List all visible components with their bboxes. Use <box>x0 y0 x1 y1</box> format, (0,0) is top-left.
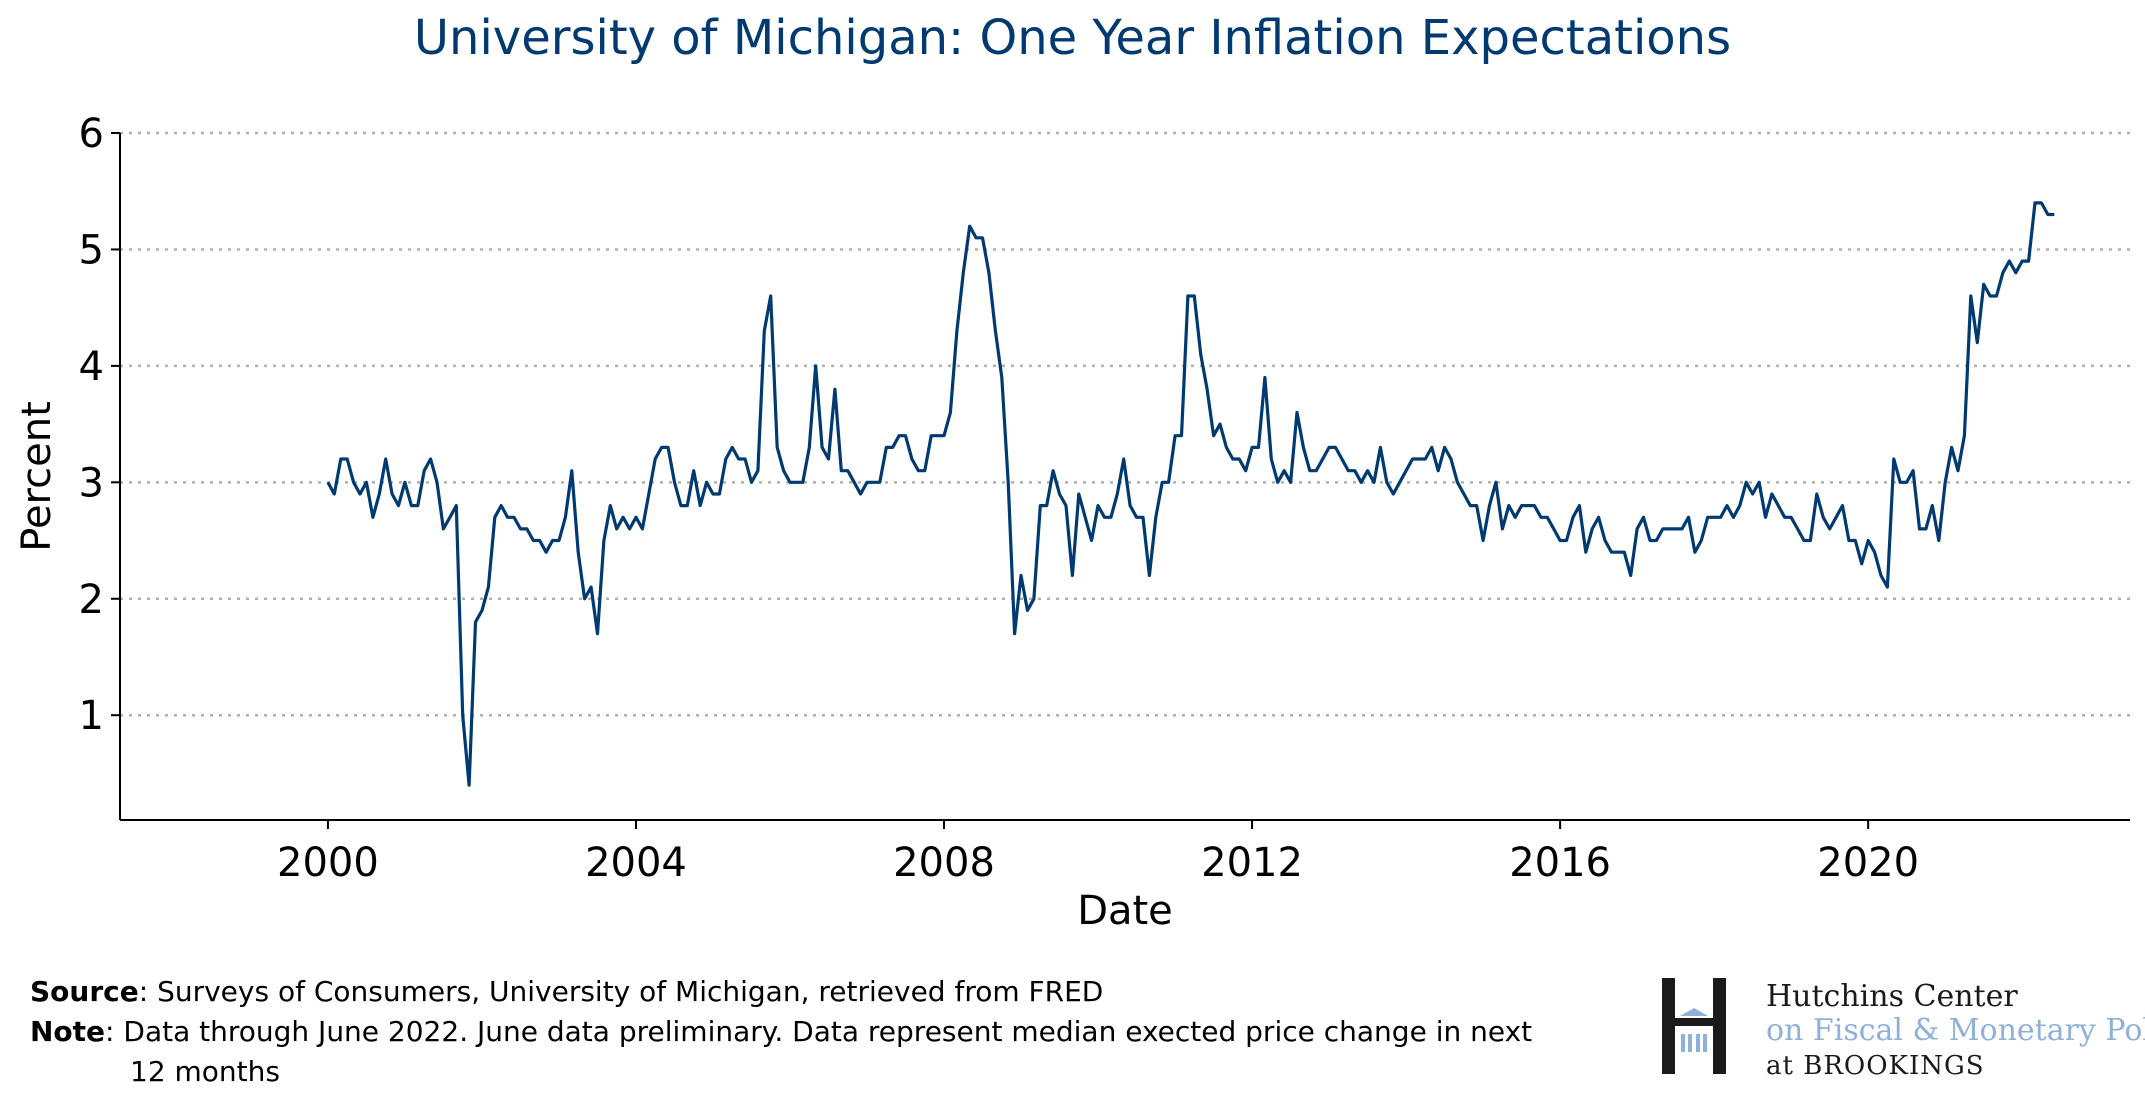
y-tick-label-4: 4 <box>79 344 104 390</box>
hutchins-h-icon <box>1662 978 1726 1074</box>
y-tick-label-1: 1 <box>79 693 104 739</box>
chart-title: University of Michigan: One Year Inflati… <box>413 10 1732 66</box>
logo-line-3: at BROOKINGS <box>1766 1051 1985 1081</box>
source-label: Source <box>30 975 139 1008</box>
x-tick-label-2000: 2000 <box>277 840 379 886</box>
y-axis-ticks: 1 2 3 4 5 6 <box>79 111 120 739</box>
source-line: Source: Surveys of Consumers, University… <box>30 972 1590 1012</box>
y-axis-title: Percent <box>14 401 60 552</box>
y-tick-label-3: 3 <box>79 460 104 506</box>
x-axis-ticks: 2000 2004 2008 2012 2016 2020 <box>277 820 1919 886</box>
x-tick-label-2012: 2012 <box>1201 840 1303 886</box>
series-line <box>326 201 2055 787</box>
logo-line-2: on Fiscal & Monetary Policy <box>1766 1013 2145 1048</box>
x-axis-title: Date <box>1077 888 1173 934</box>
logo-line-1: Hutchins Center <box>1766 979 2018 1014</box>
y-tick-label-5: 5 <box>79 227 104 273</box>
note-continuation: 12 months <box>130 1055 280 1088</box>
y-tick-label-2: 2 <box>79 577 104 623</box>
source-text: : Surveys of Consumers, University of Mi… <box>138 975 1104 1008</box>
note-line: Note: Data through June 2022. June data … <box>30 1012 1590 1052</box>
x-tick-label-2008: 2008 <box>893 840 995 886</box>
hutchins-logo: Hutchins Center on Fiscal & Monetary Pol… <box>1662 978 2145 1088</box>
note-text: : Data through June 2022. June data prel… <box>105 1015 1533 1048</box>
chart-notes: Source: Surveys of Consumers, University… <box>30 972 1590 1092</box>
y-tick-label-6: 6 <box>79 111 104 157</box>
note-label: Note <box>30 1015 106 1048</box>
x-tick-label-2020: 2020 <box>1817 840 1919 886</box>
grid-lines <box>120 131 2130 717</box>
axes <box>119 133 2130 821</box>
x-tick-label-2016: 2016 <box>1509 840 1611 886</box>
x-tick-label-2004: 2004 <box>585 840 687 886</box>
line-chart: 1 2 3 4 5 6 2000 2004 2008 2012 2016 2020 Date Per… <box>14 111 2130 934</box>
